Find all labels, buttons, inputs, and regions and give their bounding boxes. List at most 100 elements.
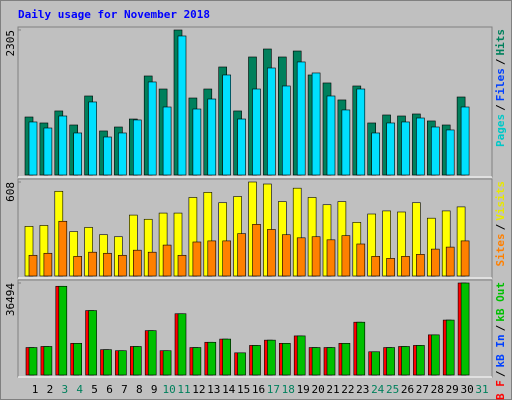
x-tick-label: 22 <box>341 383 354 396</box>
bar <box>371 132 381 176</box>
bar <box>103 136 112 176</box>
legend: Pages / Files / Hits <box>494 29 507 147</box>
x-tick-label: 27 <box>416 383 429 396</box>
legend-entry: Sites <box>494 233 507 266</box>
bar <box>118 350 127 376</box>
bar <box>43 127 53 176</box>
bar <box>386 347 395 376</box>
bar <box>281 85 291 176</box>
bar <box>460 106 470 176</box>
bar <box>341 235 351 277</box>
bar <box>133 249 142 277</box>
bar <box>430 248 440 277</box>
x-tick-label: 3 <box>61 383 68 396</box>
bar <box>58 115 68 176</box>
bar <box>192 108 202 176</box>
bar <box>296 237 306 277</box>
legend-entry: kB Out <box>494 282 507 322</box>
bar <box>401 346 410 376</box>
y-tick-label: 2305 <box>4 30 17 57</box>
bar <box>296 335 306 376</box>
bar <box>326 347 336 376</box>
bar <box>192 347 202 376</box>
legend-entry: kB In <box>494 334 507 367</box>
x-tick-label: 18 <box>282 383 295 396</box>
x-tick-label: 5 <box>91 383 98 396</box>
legend-entry: Hits <box>494 29 507 56</box>
bar <box>43 252 53 277</box>
bar <box>162 244 172 277</box>
x-tick-label: 24 <box>371 383 385 396</box>
x-tick-label: 28 <box>431 383 444 396</box>
bar <box>58 285 68 376</box>
bar <box>430 126 440 176</box>
legend-separator: / <box>494 324 507 331</box>
x-tick-label: 7 <box>121 383 128 396</box>
x-tick-label: 9 <box>151 383 158 396</box>
bar <box>192 241 202 277</box>
bar <box>177 313 187 376</box>
bar <box>147 81 157 176</box>
x-tick-label: 6 <box>106 383 113 396</box>
x-tick-label: 16 <box>252 383 265 396</box>
bar <box>237 233 246 277</box>
legend-entry: Files <box>494 68 507 101</box>
x-tick-label: 14 <box>222 383 236 396</box>
x-tick-label: 12 <box>192 383 205 396</box>
legend: kB F / kB In / kB Out <box>494 282 507 400</box>
legend: Sites / Visits <box>494 181 507 267</box>
bar <box>252 88 261 176</box>
x-tick-label: 21 <box>326 383 339 396</box>
legend-separator: / <box>494 223 507 230</box>
x-tick-label: 4 <box>76 383 83 396</box>
x-tick-label: 26 <box>401 383 414 396</box>
y-tick-label: 36494 <box>4 283 17 316</box>
bar <box>103 349 112 376</box>
bar <box>162 350 172 376</box>
bar <box>252 345 261 376</box>
bar <box>326 239 336 277</box>
x-tick-label: 30 <box>460 383 473 396</box>
bar <box>73 343 82 376</box>
bar <box>222 240 231 277</box>
bar <box>356 88 366 176</box>
bar <box>445 319 455 376</box>
bar <box>281 343 291 376</box>
x-tick-label: 20 <box>311 383 324 396</box>
x-tick-label: 25 <box>386 383 399 396</box>
bar <box>341 109 351 176</box>
bar <box>162 106 172 176</box>
bar <box>371 256 381 277</box>
bar <box>237 118 246 176</box>
bar <box>311 72 321 176</box>
bar <box>118 132 127 176</box>
bar <box>267 339 276 376</box>
x-tick-label: 15 <box>237 383 250 396</box>
bar <box>296 61 306 176</box>
bar <box>177 35 187 176</box>
bar <box>311 236 321 277</box>
bar <box>356 321 366 376</box>
bar <box>341 343 351 376</box>
bar <box>267 229 276 277</box>
bar <box>386 122 395 176</box>
x-tick-label: 19 <box>297 383 310 396</box>
x-tick-label: 17 <box>267 383 280 396</box>
bar <box>88 101 97 176</box>
bar <box>401 256 410 277</box>
x-tick-label: 29 <box>446 383 459 396</box>
legend-separator: / <box>494 370 507 377</box>
bar <box>386 258 395 277</box>
bar <box>28 121 38 176</box>
bar <box>58 220 68 277</box>
bar <box>222 338 231 376</box>
x-tick-label: 10 <box>162 383 175 396</box>
bar <box>311 347 321 376</box>
x-tick-label: 8 <box>136 383 143 396</box>
x-tick-label: 31 <box>475 383 488 396</box>
bar <box>326 95 336 176</box>
bar <box>207 240 217 277</box>
bar <box>73 256 82 277</box>
bar <box>28 254 38 277</box>
chart-title: Daily usage for November 2018 <box>18 8 210 21</box>
